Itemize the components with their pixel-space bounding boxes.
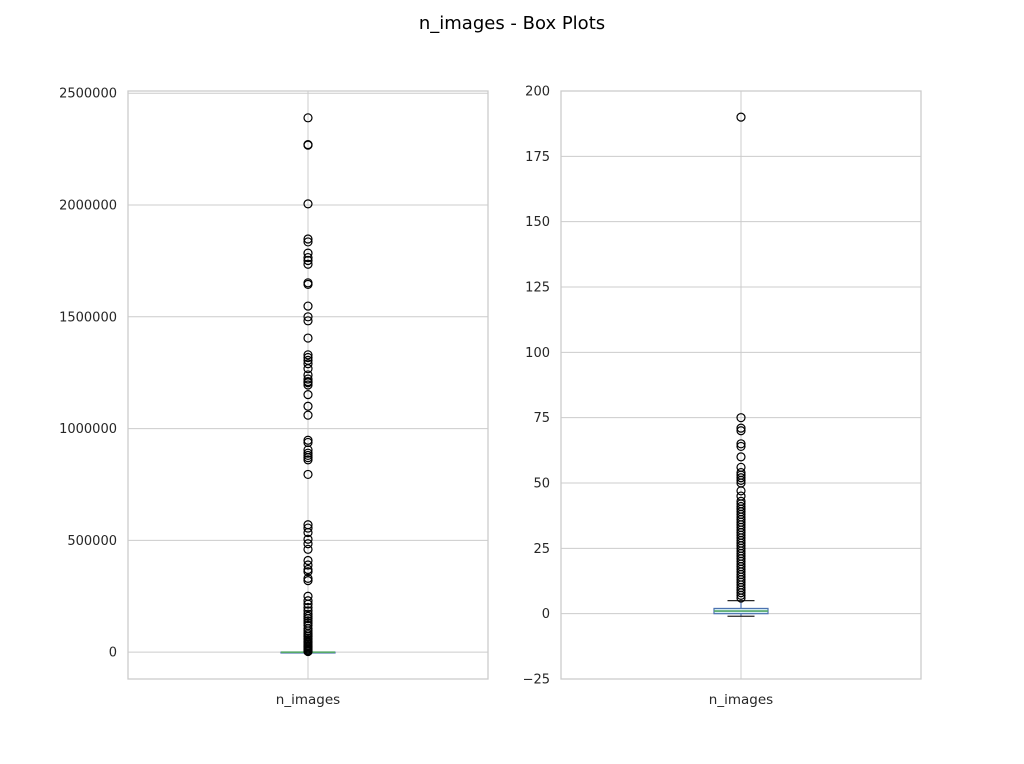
outlier-point: [303, 390, 313, 400]
outlier-point: [303, 301, 313, 311]
outlier-point: [736, 112, 746, 122]
outlier-point: [303, 279, 313, 289]
x-tick-label: n_images: [276, 692, 340, 708]
panel-1: 0 500000 1000000 1500000 2000000 2500000 n_ima…: [59, 87, 489, 708]
outlier-point: [736, 426, 746, 436]
outlier-point: [303, 455, 313, 465]
plot-frame: [560, 90, 922, 680]
outlier-point: [303, 523, 313, 533]
y-tick-label: 100: [525, 346, 550, 361]
outlier-point: [303, 599, 313, 609]
outlier-point: [303, 576, 313, 586]
outlier-point: [303, 316, 313, 326]
y-tick-label: 75: [533, 411, 550, 426]
outlier-point: [303, 544, 313, 554]
y-tick-label: 2500000: [59, 87, 117, 102]
outlier-point: [736, 475, 746, 485]
outlier-point: [303, 199, 313, 209]
outlier-point: [303, 113, 313, 123]
y-tick-label: 150: [525, 215, 550, 230]
y-tick-label: −25: [523, 673, 550, 688]
outlier-point: [303, 359, 313, 369]
outlier-point: [736, 486, 746, 496]
figure-title: n_images - Box Plots: [419, 13, 605, 34]
y-tick-label: 125: [525, 281, 550, 296]
outlier-point: [736, 588, 746, 598]
outlier-point: [303, 234, 313, 244]
outlier-point: [736, 593, 746, 603]
outlier-point: [303, 560, 313, 570]
y-tick-label: 500000: [67, 534, 117, 549]
outlier-point: [303, 527, 313, 538]
outlier-point: [736, 473, 746, 483]
outlier-point: [303, 364, 313, 374]
outlier-point: [303, 596, 313, 606]
outlier-point: [303, 410, 313, 420]
outlier-point: [303, 567, 313, 577]
outlier-point: [736, 439, 746, 449]
outlier-point: [303, 646, 313, 657]
outlier-point: [303, 312, 313, 322]
y-tick-label: 200: [525, 85, 550, 100]
outlier-point: [303, 534, 313, 544]
y-tick-label: 1500000: [59, 310, 117, 325]
outlier-point: [303, 248, 313, 258]
y-tick-label: 50: [533, 477, 550, 492]
y-tick-label: 0: [542, 607, 550, 622]
outlier-point: [736, 441, 746, 452]
x-tick-label: n_images: [709, 692, 773, 708]
panel-2: −25 0 25 50 75 100 125 150 175 200 n_images: [523, 85, 922, 708]
outlier-point: [736, 423, 746, 433]
outlier-point: [303, 252, 313, 263]
outlier-point: [303, 469, 313, 480]
outlier-point: [303, 380, 313, 390]
outlier-point: [303, 555, 313, 566]
outlier-point: [303, 237, 313, 247]
y-tick-label: 25: [533, 542, 550, 557]
outlier-point: [303, 259, 313, 269]
outlier-point: [736, 413, 746, 423]
outlier-point: [303, 602, 313, 613]
outlier-point: [736, 590, 746, 600]
outlier-point: [303, 333, 313, 343]
y-tick-label: 1000000: [59, 422, 117, 437]
outlier-point: [303, 350, 313, 360]
outlier-point: [736, 452, 746, 462]
outlier-point: [303, 140, 313, 150]
outlier-point: [303, 255, 313, 266]
outlier-point: [303, 374, 313, 384]
y-tick-label: 2000000: [59, 199, 117, 214]
outlier-point: [303, 539, 313, 549]
outlier-point: [303, 401, 313, 411]
plot-frame: [127, 90, 489, 680]
y-tick-label: 175: [525, 150, 550, 165]
outlier-point: [303, 352, 313, 363]
outlier-point: [303, 437, 313, 448]
y-tick-label: 0: [109, 646, 117, 661]
